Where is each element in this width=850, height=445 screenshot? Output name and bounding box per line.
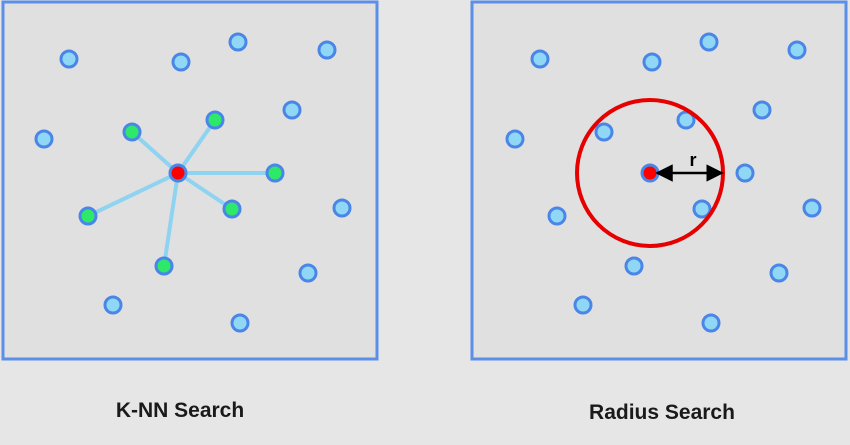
knn-edge <box>162 171 180 268</box>
query-point <box>168 163 188 183</box>
data-point <box>573 295 593 315</box>
knn-edge <box>176 118 217 175</box>
data-point <box>624 256 644 276</box>
neighbor-point <box>265 163 285 183</box>
data-point <box>642 52 662 72</box>
data-point <box>103 295 123 315</box>
knn-points <box>34 32 352 333</box>
data-point <box>735 163 755 183</box>
knn-edge <box>130 130 180 175</box>
data-point <box>59 49 79 69</box>
radius-panel: r <box>470 0 848 361</box>
neighbor-point <box>154 256 174 276</box>
radius-label: r <box>689 150 696 170</box>
data-point <box>332 198 352 218</box>
data-point <box>171 52 191 72</box>
data-point <box>282 100 302 120</box>
radius-points <box>505 32 822 333</box>
data-point <box>530 49 550 69</box>
data-point <box>692 199 712 219</box>
knn-panel <box>1 0 379 361</box>
data-point <box>769 263 789 283</box>
knn-edge <box>86 171 180 218</box>
query-point <box>640 163 660 183</box>
data-point <box>317 40 337 60</box>
data-point <box>228 32 248 52</box>
data-point <box>699 32 719 52</box>
neighbor-point <box>205 110 225 130</box>
knn-caption: K-NN Search <box>115 399 245 422</box>
data-point <box>802 198 822 218</box>
radius-caption: Radius Search <box>589 401 735 424</box>
data-point <box>752 100 772 120</box>
neighbor-point <box>122 122 142 142</box>
data-point <box>547 206 567 226</box>
knn-edge <box>176 171 234 211</box>
data-point <box>505 129 525 149</box>
data-point <box>34 129 54 149</box>
data-point <box>787 40 807 60</box>
data-point <box>594 122 614 142</box>
data-point <box>701 313 721 333</box>
data-point <box>298 263 318 283</box>
neighbor-point <box>222 199 242 219</box>
neighbor-point <box>78 206 98 226</box>
knn-edges <box>86 118 277 268</box>
data-point <box>230 313 250 333</box>
data-point <box>676 110 696 130</box>
